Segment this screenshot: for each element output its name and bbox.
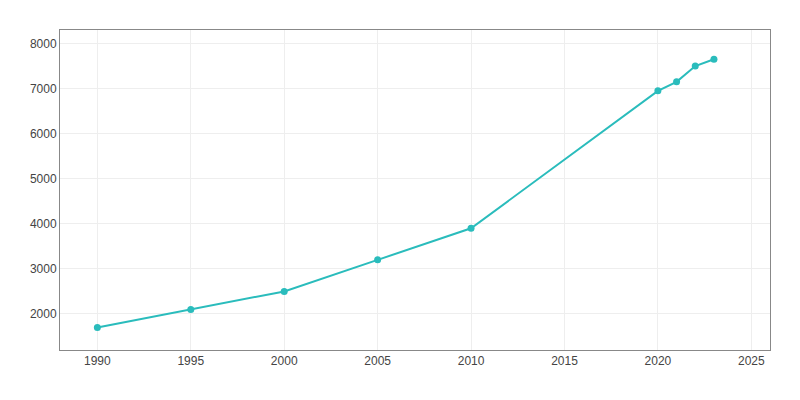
svg-text:2020: 2020 — [645, 354, 672, 368]
svg-text:1990: 1990 — [84, 354, 111, 368]
svg-text:2025: 2025 — [738, 354, 765, 368]
svg-text:1995: 1995 — [177, 354, 204, 368]
svg-text:2005: 2005 — [364, 354, 391, 368]
svg-text:6000: 6000 — [30, 127, 57, 141]
svg-text:7000: 7000 — [30, 82, 57, 96]
svg-text:2000: 2000 — [30, 307, 57, 321]
svg-text:3000: 3000 — [30, 262, 57, 276]
svg-text:2000: 2000 — [271, 354, 298, 368]
svg-text:4000: 4000 — [30, 217, 57, 231]
svg-text:2015: 2015 — [551, 354, 578, 368]
svg-text:5000: 5000 — [30, 172, 57, 186]
svg-text:8000: 8000 — [30, 37, 57, 51]
svg-text:2010: 2010 — [458, 354, 485, 368]
